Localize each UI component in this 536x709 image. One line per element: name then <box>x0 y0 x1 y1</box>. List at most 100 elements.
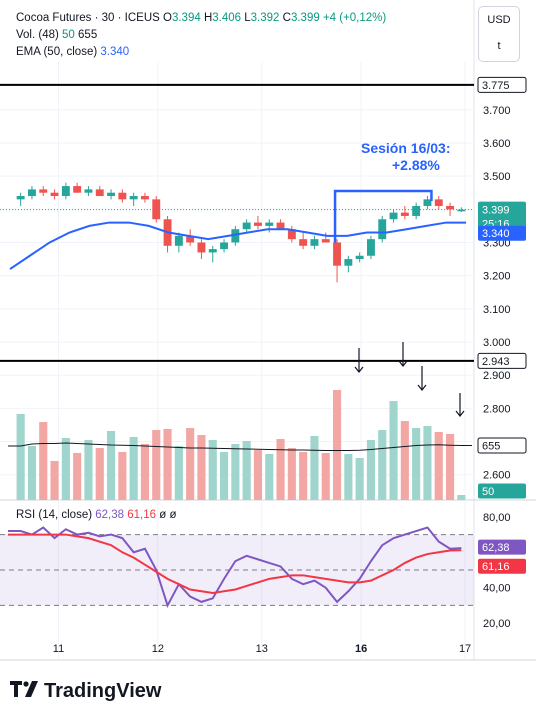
candle-body <box>129 196 138 200</box>
down-arrow-head <box>398 360 408 367</box>
volume-bar <box>16 414 25 500</box>
candle-body <box>355 255 364 260</box>
support-badge-text: 2.943 <box>482 356 510 368</box>
price-pane <box>0 83 474 362</box>
legend-ema-row: EMA (50, close) 3.340 <box>16 45 129 59</box>
volume-bar <box>140 444 150 500</box>
volume-bar <box>412 428 421 500</box>
resistance-badge-text: 3.775 <box>482 80 510 92</box>
volume-bar <box>423 426 432 500</box>
candle-body <box>95 189 104 197</box>
down-arrow-head <box>354 366 364 373</box>
volume-bar <box>39 422 48 500</box>
candle-body <box>16 196 25 200</box>
volume-bar <box>287 448 296 500</box>
volume-bar <box>106 431 116 500</box>
date-tick-label: 13 <box>256 643 268 655</box>
annotation-line-1: Sesión 16/03: <box>361 140 451 156</box>
volume-bar <box>457 495 466 500</box>
candle-body <box>378 219 387 240</box>
price-tick-label: 3.000 <box>483 337 511 349</box>
candle-body <box>333 242 342 266</box>
volume-bar <box>231 444 240 500</box>
ema-value: 3.340 <box>100 46 130 58</box>
session-bracket <box>333 189 433 243</box>
rsi-pane <box>0 526 474 608</box>
candle-body <box>265 222 274 226</box>
price-axis: 3.7003.6003.5003.4003.3003.2003.1003.000… <box>53 76 527 655</box>
volume-bar <box>84 440 93 500</box>
volume-ma-line <box>8 442 472 451</box>
volume-bar <box>197 435 206 500</box>
rsi-value-c: ø <box>159 509 167 521</box>
candle-body <box>107 192 116 197</box>
symbol-label[interactable]: Cocoa Futures · 30 · ICEUS <box>16 12 160 24</box>
volume-bar <box>299 452 308 500</box>
volume-bar <box>355 458 364 500</box>
candle-body <box>423 199 432 206</box>
price-tick-label: 2.600 <box>483 470 511 482</box>
candle-body <box>208 249 217 253</box>
close-label: C <box>282 12 291 24</box>
down-arrow-head <box>417 384 427 391</box>
candle-body <box>446 205 455 210</box>
price-tick-label: 2.800 <box>483 403 511 415</box>
volume-bar <box>50 461 59 500</box>
candle-body <box>140 196 149 200</box>
legend-symbol-row: Cocoa Futures · 30 · ICEUS O3.394 H3.406… <box>16 11 386 25</box>
down-arrow-head <box>455 410 465 417</box>
candle-body <box>231 229 240 243</box>
volume-ma-badge-text: 655 <box>482 441 500 453</box>
volume-bar <box>253 450 263 500</box>
tradingview-logo[interactable]: TradingView <box>10 680 161 703</box>
volume-label[interactable]: Vol. (48) <box>16 29 59 41</box>
volume-bar <box>73 453 82 500</box>
last-price-badge <box>478 201 526 232</box>
currency-code: USD <box>487 14 511 26</box>
tv-logo-icon <box>10 680 40 703</box>
volume-bar <box>118 452 127 500</box>
change-value: +4 (+0,12%) <box>322 12 387 24</box>
volume-bar <box>95 448 104 500</box>
price-tick-label: 3.600 <box>483 138 511 150</box>
candle-body <box>197 242 206 253</box>
candle-body <box>118 192 127 200</box>
ema-badge <box>478 225 526 241</box>
volume-bar <box>265 454 274 500</box>
ema-label[interactable]: EMA (50, close) <box>16 46 98 58</box>
volume-bar <box>400 421 409 500</box>
close-value: 3.399 <box>290 12 320 24</box>
volume-bar <box>366 440 376 500</box>
volume-bar <box>152 430 161 500</box>
volume-bar <box>378 430 387 500</box>
rsi-value-d: ø <box>169 509 177 521</box>
currency-selector[interactable]: USD t <box>478 6 520 62</box>
date-tick-label: 12 <box>152 643 164 655</box>
session-annotation: Sesión 16/03:+2.88% <box>333 140 465 417</box>
rsi-value-b: 61,16 <box>127 509 157 521</box>
candle-body <box>73 186 82 193</box>
rsi-badge-text: 62,38 <box>482 542 510 554</box>
low-value: 3.392 <box>250 12 280 24</box>
candle-body <box>242 222 251 230</box>
price-tick-label: 3.200 <box>483 271 511 283</box>
rsi-line <box>8 526 462 608</box>
candle-body <box>366 239 375 256</box>
price-tick-label: 3.700 <box>483 105 511 117</box>
price-tick-label: 3.100 <box>483 304 511 316</box>
candle-body <box>457 209 466 212</box>
rsi-ma-badge <box>478 558 526 574</box>
volume-bar <box>276 439 285 500</box>
volume-bar <box>344 454 353 500</box>
volume-pane <box>8 390 472 500</box>
volume-bar <box>174 446 183 500</box>
candle-body <box>152 199 161 220</box>
price-tick-label: 2.900 <box>483 370 511 382</box>
volume-bar <box>186 428 195 500</box>
candle-body <box>310 239 319 246</box>
volume-bar <box>219 452 229 500</box>
rsi-label[interactable]: RSI (14, close) <box>16 509 93 521</box>
volume-bar <box>163 429 172 500</box>
candle-body <box>50 192 59 197</box>
